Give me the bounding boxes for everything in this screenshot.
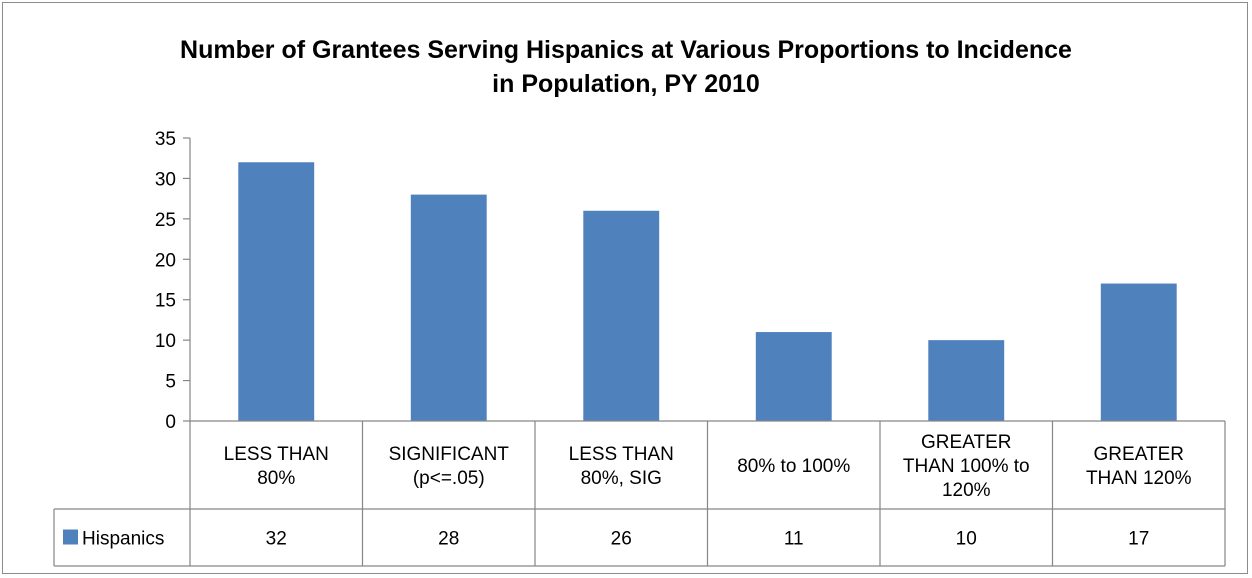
chart-title-line-2: in Population, PY 2010: [492, 70, 760, 98]
x-category-label: SIGNIFICANT: [389, 444, 510, 465]
chart-title: Number of Grantees Serving Hispanics at …: [3, 33, 1249, 101]
x-category-label: 80% to 100%: [737, 456, 850, 477]
y-tick-label: 25: [155, 210, 176, 231]
bar: [928, 340, 1005, 421]
y-tick-label: 35: [155, 129, 176, 150]
bar: [410, 194, 487, 421]
data-table-value: 32: [266, 529, 287, 550]
data-table-value: 11: [784, 529, 804, 550]
y-tick-label: 20: [155, 250, 176, 271]
data-table-value: 10: [956, 529, 977, 550]
y-tick-label: 5: [165, 372, 176, 393]
x-category-label: THAN 120%: [1086, 468, 1192, 489]
data-table-value: 26: [611, 529, 632, 550]
y-tick-label: 15: [155, 291, 176, 312]
legend-label: Hispanics: [82, 529, 164, 550]
bar: [755, 332, 832, 421]
bar: [583, 210, 660, 421]
legend-swatch: [63, 529, 78, 545]
x-category-label: LESS THAN: [569, 444, 674, 465]
data-table-value: 17: [1128, 529, 1149, 550]
x-category-label: GREATER: [921, 432, 1011, 453]
y-tick-label: 30: [155, 169, 176, 190]
data-table-value: 28: [438, 529, 459, 550]
x-category-label: 80%: [257, 468, 295, 489]
x-category-label: THAN 100% to: [903, 456, 1030, 477]
bar: [238, 162, 315, 421]
y-tick-label: 10: [155, 331, 176, 352]
y-tick-label: 0: [165, 412, 176, 433]
x-category-label: LESS THAN: [224, 444, 329, 465]
x-category-label: 120%: [942, 480, 991, 501]
x-category-label: GREATER: [1094, 444, 1184, 465]
chart-title-line-1: Number of Grantees Serving Hispanics at …: [180, 36, 1072, 64]
x-category-label: (p<=.05): [413, 468, 485, 489]
x-category-label: 80%, SIG: [581, 468, 662, 489]
bar: [1100, 283, 1177, 421]
